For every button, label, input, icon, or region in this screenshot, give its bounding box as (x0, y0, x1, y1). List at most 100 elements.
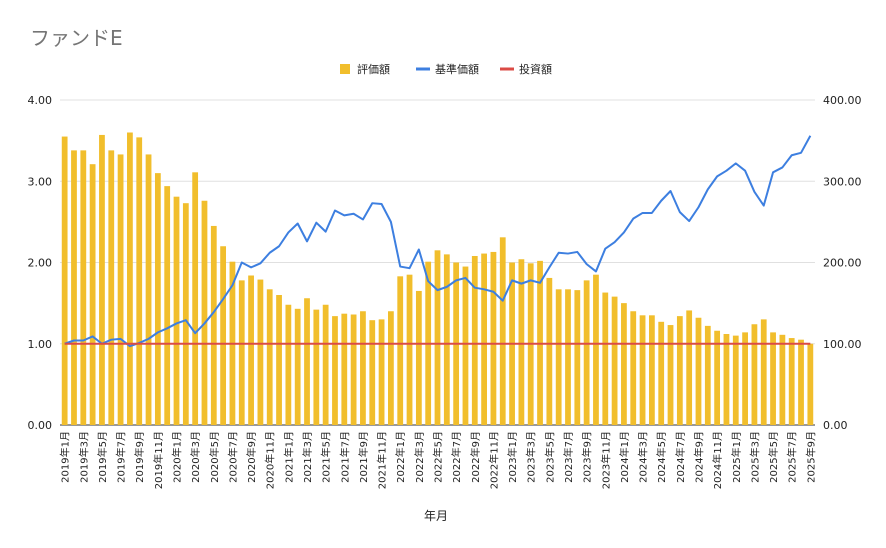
bar-評価額 (257, 279, 264, 425)
bar-評価額 (779, 334, 786, 425)
bar-評価額 (760, 319, 767, 425)
y-left-tick-label: 2.00 (28, 257, 53, 270)
bar-評価額 (173, 196, 180, 425)
x-tick-label: 2020年7月 (226, 431, 239, 483)
x-tick-label: 2019年5月 (96, 431, 109, 483)
x-tick-label: 2025年5月 (767, 431, 780, 483)
bar-評価額 (499, 237, 506, 425)
bar-評価額 (648, 315, 655, 425)
x-tick-label: 2023年11月 (599, 431, 612, 489)
legend: 評価額 基準価額 投資額 (340, 62, 552, 76)
bar-評価額 (117, 154, 124, 425)
bar-評価額 (127, 132, 133, 425)
x-tick-label: 2023年3月 (525, 431, 538, 483)
bar-評価額 (266, 289, 273, 425)
x-tick-label: 2020年5月 (208, 431, 221, 483)
bar-評価額 (481, 253, 487, 425)
bar-評価額 (388, 311, 394, 425)
x-tick-label: 2022年3月 (413, 431, 426, 483)
bar-評価額 (80, 150, 87, 425)
x-tick-label: 2024年11月 (711, 431, 724, 489)
x-tick-label: 2019年7月 (115, 431, 128, 483)
bar-評価額 (611, 296, 618, 425)
bar-評価額 (99, 134, 105, 425)
bar-評価額 (686, 310, 693, 425)
bar-評価額 (248, 275, 254, 425)
bar-評価額 (201, 200, 208, 425)
x-tick-label: 2019年3月 (77, 431, 90, 483)
x-tick-label: 2025年7月 (786, 431, 799, 483)
bar-評価額 (350, 314, 357, 425)
x-tick-label: 2020年3月 (189, 431, 202, 483)
y-right-tick-label: 0.00 (823, 419, 848, 432)
x-tick-label: 2023年7月 (562, 431, 575, 483)
bar-評価額 (658, 321, 665, 425)
bar-series (61, 132, 814, 425)
bar-評価額 (630, 311, 637, 425)
legend-label: 評価額 (357, 62, 390, 76)
x-axis-title: 年月 (424, 509, 448, 523)
x-tick-label: 2024年5月 (655, 431, 668, 483)
bar-評価額 (332, 316, 338, 425)
legend-swatch (340, 64, 350, 74)
bar-評価額 (220, 246, 227, 425)
bar-評価額 (378, 319, 385, 425)
bar-評価額 (751, 324, 758, 425)
bar-評価額 (574, 290, 581, 425)
x-tick-label: 2024年7月 (674, 431, 687, 483)
x-tick-label: 2019年9月 (133, 431, 146, 483)
x-tick-label: 2021年11月 (376, 431, 389, 489)
bar-評価額 (704, 325, 711, 425)
legend-label: 投資額 (519, 62, 552, 76)
bar-評価額 (695, 317, 702, 425)
y-axis-left: 0.00 1.00 2.00 3.00 4.00 (28, 94, 53, 432)
x-tick-label: 2025年3月 (748, 431, 761, 483)
x-tick-label: 2023年9月 (581, 431, 594, 483)
bar-評価額 (154, 173, 161, 425)
bar-評価額 (276, 295, 282, 425)
bar-評価額 (676, 316, 683, 425)
bar-評価額 (360, 311, 366, 425)
bar-評価額 (639, 315, 646, 425)
x-tick-label: 2021年7月 (338, 431, 351, 483)
bar-評価額 (108, 150, 115, 425)
x-tick-label: 2022年11月 (487, 431, 500, 489)
bar-評価額 (602, 292, 609, 425)
y-left-tick-label: 1.00 (28, 338, 53, 351)
bar-評価額 (210, 225, 217, 425)
bar-評価額 (294, 308, 301, 425)
bar-評価額 (89, 164, 96, 425)
bar-評価額 (406, 274, 413, 425)
x-tick-label: 2022年1月 (394, 431, 407, 483)
x-tick-label: 2023年1月 (506, 431, 519, 483)
bar-評価額 (807, 343, 814, 425)
y-right-tick-label: 200.00 (823, 257, 862, 270)
chart-title: ファンドE (30, 26, 123, 50)
x-tick-label: 2021年5月 (320, 431, 333, 483)
bar-評価額 (397, 276, 404, 425)
bar-評価額 (555, 289, 562, 425)
x-tick-label: 2024年1月 (618, 431, 631, 483)
bar-評価額 (788, 338, 795, 425)
y-left-tick-label: 0.00 (28, 419, 53, 432)
bar-評価額 (313, 309, 320, 425)
bar-評価額 (742, 332, 748, 425)
bar-評価額 (621, 303, 627, 425)
x-tick-label: 2024年3月 (637, 431, 650, 483)
x-tick-label: 2020年9月 (245, 431, 258, 483)
y-right-tick-label: 300.00 (823, 175, 862, 188)
bar-評価額 (798, 339, 804, 425)
bar-評価額 (546, 277, 553, 425)
bar-評価額 (732, 335, 739, 425)
bar-評価額 (471, 256, 478, 425)
bar-評価額 (71, 150, 77, 425)
x-tick-label: 2021年9月 (357, 431, 370, 483)
x-axis: 2019年1月 2019年3月 2019年5月 2019年7月 2019年9月 2019年… (59, 431, 818, 489)
x-tick-label: 2020年1月 (171, 431, 184, 483)
bar-評価額 (667, 325, 674, 425)
x-tick-label: 2022年5月 (432, 431, 445, 483)
x-tick-label: 2022年7月 (450, 431, 463, 483)
bar-評価額 (192, 172, 199, 425)
bar-評価額 (238, 280, 245, 425)
